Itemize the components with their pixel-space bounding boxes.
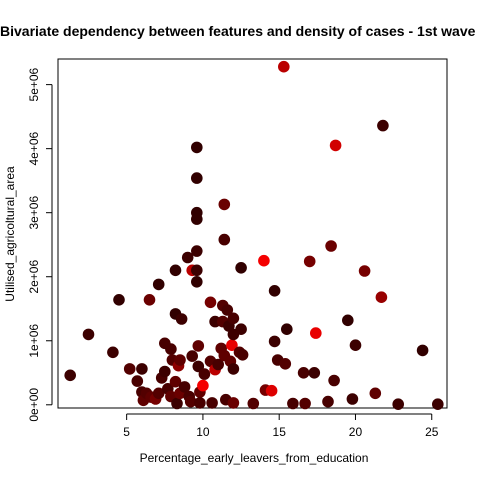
y-tick-label: 5e+06 xyxy=(27,67,41,101)
data-point xyxy=(377,119,389,132)
data-point xyxy=(218,233,231,246)
data-point xyxy=(258,254,270,267)
data-point xyxy=(131,375,144,387)
data-point xyxy=(227,363,240,375)
data-point xyxy=(204,296,217,309)
data-point xyxy=(346,393,359,405)
data-point xyxy=(184,395,197,408)
data-point xyxy=(235,323,247,336)
data-point xyxy=(358,265,371,277)
x-axis-label: Percentage_early_leavers_from_education xyxy=(140,451,369,465)
data-point xyxy=(279,358,292,370)
data-point xyxy=(174,354,186,366)
data-point xyxy=(191,245,203,257)
x-tick-label: 5 xyxy=(123,425,130,439)
data-point xyxy=(221,304,234,316)
data-point xyxy=(198,368,211,380)
x-tick-label: 10 xyxy=(196,425,210,439)
data-point xyxy=(342,314,354,327)
data-point xyxy=(236,349,249,361)
points-layer xyxy=(64,60,444,411)
y-tick-label: 1e+06 xyxy=(27,324,41,358)
x-tick-label: 20 xyxy=(349,425,363,439)
y-tick-label: 2e+06 xyxy=(27,260,41,294)
data-point xyxy=(159,365,171,378)
data-point xyxy=(191,276,203,288)
data-point xyxy=(218,198,231,211)
data-point xyxy=(375,291,388,304)
data-point xyxy=(143,294,156,306)
data-point xyxy=(281,323,293,336)
data-point xyxy=(265,384,278,397)
data-point xyxy=(299,397,311,410)
data-point xyxy=(247,397,260,410)
data-point xyxy=(107,346,119,359)
data-point xyxy=(303,255,316,268)
data-point xyxy=(416,344,429,357)
y-axis-label: Utilised_agricoltural_area xyxy=(3,166,17,302)
data-point xyxy=(82,328,95,341)
data-point xyxy=(235,262,247,274)
data-point xyxy=(191,141,203,154)
data-point xyxy=(212,358,224,371)
data-point xyxy=(123,363,136,375)
data-point xyxy=(113,294,125,306)
data-point xyxy=(227,397,240,409)
x-tick-label: 25 xyxy=(425,425,439,439)
data-point xyxy=(152,278,165,291)
data-point xyxy=(369,387,382,400)
data-point xyxy=(268,285,281,297)
data-point xyxy=(191,213,203,225)
data-point xyxy=(278,60,290,73)
data-point xyxy=(169,264,182,277)
data-point xyxy=(328,374,340,387)
y-tick-label: 0e+00 xyxy=(27,388,41,422)
data-point xyxy=(349,339,362,352)
y-tick-label: 3e+06 xyxy=(27,196,41,230)
data-point xyxy=(181,251,194,264)
data-point xyxy=(325,240,337,252)
data-point xyxy=(191,264,203,277)
y-tick-label: 4e+06 xyxy=(27,131,41,165)
data-point xyxy=(197,379,209,392)
data-point xyxy=(268,335,281,348)
data-point xyxy=(186,350,198,362)
data-point xyxy=(178,381,191,393)
data-point xyxy=(206,397,218,409)
x-axis: 5 10 15 20 25 xyxy=(123,413,439,439)
data-point xyxy=(310,327,322,339)
data-point xyxy=(329,139,342,152)
data-point xyxy=(308,367,321,379)
data-point xyxy=(392,398,405,411)
data-point xyxy=(175,313,188,325)
data-point xyxy=(165,343,177,355)
data-point xyxy=(192,340,205,352)
data-point xyxy=(171,397,183,410)
data-point xyxy=(191,172,203,184)
data-point xyxy=(322,395,334,408)
data-point xyxy=(227,312,240,325)
x-tick-label: 15 xyxy=(273,425,287,439)
data-point xyxy=(287,397,299,410)
data-point xyxy=(226,339,238,352)
data-point xyxy=(64,369,76,382)
data-point xyxy=(297,367,310,379)
data-point xyxy=(169,375,182,388)
y-axis: 0e+00 1e+06 2e+06 3e+06 4e+06 5e+06 xyxy=(27,67,53,422)
data-point xyxy=(152,387,165,400)
data-point xyxy=(432,398,444,411)
data-point xyxy=(194,397,206,409)
chart-title: Bivariate dependency between features an… xyxy=(0,23,476,39)
data-point xyxy=(136,363,148,375)
